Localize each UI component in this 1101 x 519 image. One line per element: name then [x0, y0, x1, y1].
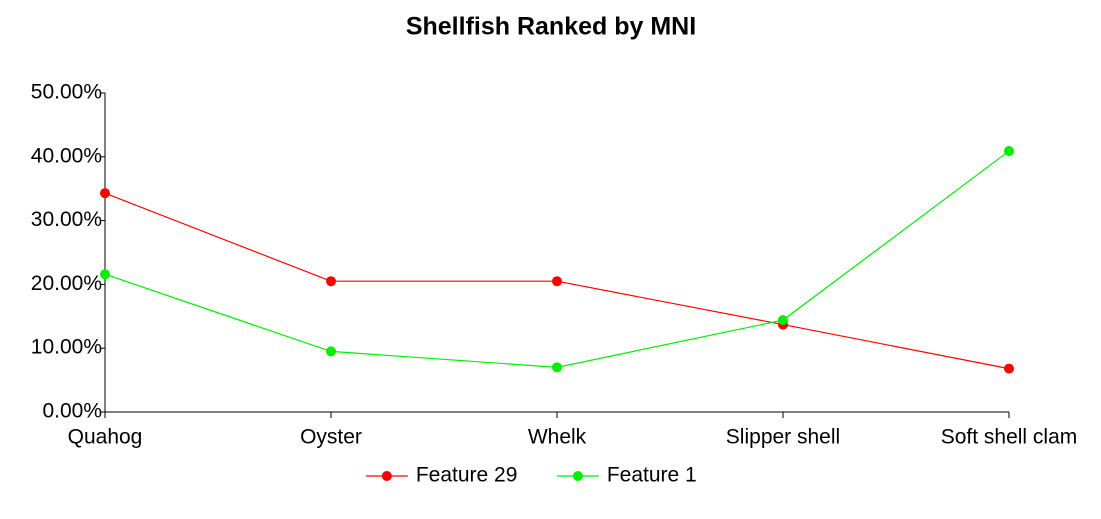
y-tick-label: 50.00% [31, 81, 102, 104]
y-tick-label: 0.00% [42, 400, 102, 423]
chart-title: Shellfish Ranked by MNI [406, 13, 696, 41]
data-point [778, 315, 788, 326]
data-point [1004, 146, 1014, 157]
legend-marker [381, 471, 392, 481]
legend-label: Feature 29 [416, 464, 518, 487]
data-point [326, 346, 336, 357]
legend-label: Feature 1 [607, 464, 697, 487]
x-tick-label: Oyster [300, 426, 362, 449]
series-line [104, 150, 1010, 368]
data-point [552, 276, 562, 287]
data-point [100, 269, 110, 280]
x-tick-label: Soft shell clam [941, 426, 1078, 449]
y-tick-label: 20.00% [31, 272, 102, 295]
x-tick-label: Slipper shell [726, 426, 840, 449]
y-tick-label: 40.00% [31, 144, 102, 167]
data-point [100, 188, 110, 199]
y-tick-label: 30.00% [31, 208, 102, 231]
legend-marker [572, 471, 583, 481]
y-tick-label: 10.00% [31, 336, 102, 359]
x-tick-label: Quahog [68, 426, 143, 449]
data-point [326, 276, 336, 287]
x-tick-label: Whelk [528, 426, 587, 449]
data-point [552, 362, 562, 373]
data-point [1004, 363, 1014, 374]
